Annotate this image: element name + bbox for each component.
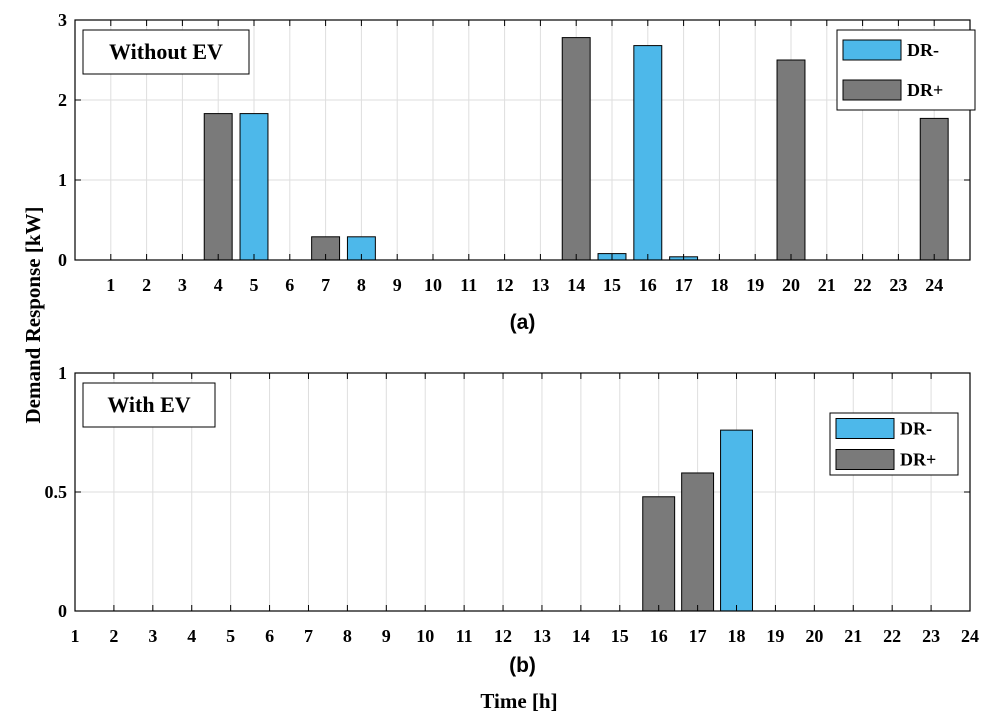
axes-frame bbox=[74, 19, 971, 261]
x-tick-label: 12 bbox=[496, 275, 514, 295]
legend-swatch-DR+ bbox=[835, 449, 895, 470]
bars bbox=[642, 429, 753, 612]
panel-b: 1 2 3 4 5 6 7 8 9 10 11 12 13 14 15 16 17 18 19 20 21 22 23 240… bbox=[45, 363, 980, 677]
y-tick-label: 0 bbox=[58, 601, 67, 621]
x-tick-label: 20 bbox=[805, 626, 823, 646]
x-tick-label: 23 bbox=[889, 275, 907, 295]
y-tick-label: 1 bbox=[58, 170, 67, 190]
x-tick-label: 13 bbox=[533, 626, 551, 646]
x-tick-label: 8 bbox=[343, 626, 352, 646]
x-tick-label: 21 bbox=[818, 275, 836, 295]
bar-DR+-16 bbox=[642, 496, 676, 612]
y-tick-label: 1 bbox=[58, 363, 67, 383]
legend-label-DR-: DR- bbox=[907, 40, 939, 60]
title-box-text: Without EV bbox=[109, 39, 223, 64]
legend-label-DR+: DR+ bbox=[907, 80, 943, 100]
bars bbox=[203, 37, 949, 261]
y-tick-label: 2 bbox=[58, 90, 67, 110]
panel-label: (b) bbox=[509, 654, 536, 677]
x-tick-label: 24 bbox=[961, 626, 979, 646]
x-tick-label: 20 bbox=[782, 275, 800, 295]
x-tick-label: 5 bbox=[226, 626, 235, 646]
x-tick-label: 4 bbox=[214, 275, 223, 295]
y-tick-label: 3 bbox=[58, 10, 67, 30]
x-tick-label: 17 bbox=[675, 275, 693, 295]
x-tick-label: 11 bbox=[460, 275, 477, 295]
bar-DR+-4 bbox=[203, 113, 233, 261]
x-tick-label: 6 bbox=[285, 275, 294, 295]
panel-label: (a) bbox=[510, 311, 536, 334]
legend: DR- DR+ bbox=[829, 412, 959, 476]
title-box bbox=[82, 29, 250, 75]
x-tick-label: 3 bbox=[178, 275, 187, 295]
x-tick-label: 5 bbox=[250, 275, 259, 295]
bar-DR+-24 bbox=[919, 117, 949, 261]
x-tick-label: 16 bbox=[639, 275, 657, 295]
bar-DR--16 bbox=[633, 45, 663, 261]
bar-DR+-17 bbox=[681, 472, 715, 612]
x-tick-label: 7 bbox=[304, 626, 313, 646]
y-axis-label: Demand Response [kW] bbox=[21, 206, 45, 423]
x-tick-label: 16 bbox=[650, 626, 668, 646]
x-tick-label: 9 bbox=[382, 626, 391, 646]
y-tick-label: 0 bbox=[58, 250, 67, 270]
title-box bbox=[82, 382, 216, 428]
x-tick-label: 6 bbox=[265, 626, 274, 646]
legend-swatch-DR- bbox=[835, 418, 895, 439]
x-tick-label: 11 bbox=[456, 626, 473, 646]
x-tick-label: 13 bbox=[531, 275, 549, 295]
x-tick-label: 22 bbox=[883, 626, 901, 646]
x-tick-label: 3 bbox=[148, 626, 157, 646]
bar-DR+-14 bbox=[561, 37, 591, 261]
legend-label-DR-: DR- bbox=[900, 419, 932, 439]
x-tick-label: 1 bbox=[71, 626, 80, 646]
legend-swatch-DR+ bbox=[842, 79, 902, 101]
x-tick-label: 9 bbox=[393, 275, 402, 295]
x-tick-label: 17 bbox=[689, 626, 707, 646]
x-tick-label: 2 bbox=[109, 626, 118, 646]
bar-DR--18 bbox=[720, 429, 753, 612]
x-tick-label: 4 bbox=[187, 626, 196, 646]
x-tick-label: 19 bbox=[746, 275, 764, 295]
x-tick-label: 21 bbox=[844, 626, 862, 646]
x-tick-label: 2 bbox=[142, 275, 151, 295]
x-tick-label: 18 bbox=[728, 626, 746, 646]
legend: DR- DR+ bbox=[836, 29, 976, 111]
x-tick-label: 14 bbox=[567, 275, 585, 295]
x-tick-label: 7 bbox=[321, 275, 330, 295]
bar-DR--5 bbox=[239, 113, 269, 261]
x-tick-label: 22 bbox=[854, 275, 872, 295]
legend-swatch-DR- bbox=[842, 39, 902, 61]
x-axis-label: Time [h] bbox=[480, 689, 557, 713]
y-tick-label: 0.5 bbox=[45, 482, 68, 502]
x-tick-label: 23 bbox=[922, 626, 940, 646]
panel-a: 1 2 3 4 5 6 7 8 9 10 11 12 13 14 15 16 17 18 19 20 21 22 23 240… bbox=[58, 10, 976, 334]
x-tick-label: 12 bbox=[494, 626, 512, 646]
x-tick-label: 1 bbox=[106, 275, 115, 295]
x-tick-label: 15 bbox=[603, 275, 621, 295]
x-tick-label: 14 bbox=[572, 626, 590, 646]
x-tick-label: 8 bbox=[357, 275, 366, 295]
legend-label-DR+: DR+ bbox=[900, 450, 936, 470]
x-tick-label: 10 bbox=[416, 626, 434, 646]
bar-DR+-20 bbox=[776, 59, 806, 261]
x-tick-label: 10 bbox=[424, 275, 442, 295]
x-tick-label: 15 bbox=[611, 626, 629, 646]
x-tick-label: 18 bbox=[710, 275, 728, 295]
title-box-text: With EV bbox=[107, 392, 190, 417]
x-tick-label: 19 bbox=[766, 626, 784, 646]
x-tick-label: 24 bbox=[925, 275, 943, 295]
